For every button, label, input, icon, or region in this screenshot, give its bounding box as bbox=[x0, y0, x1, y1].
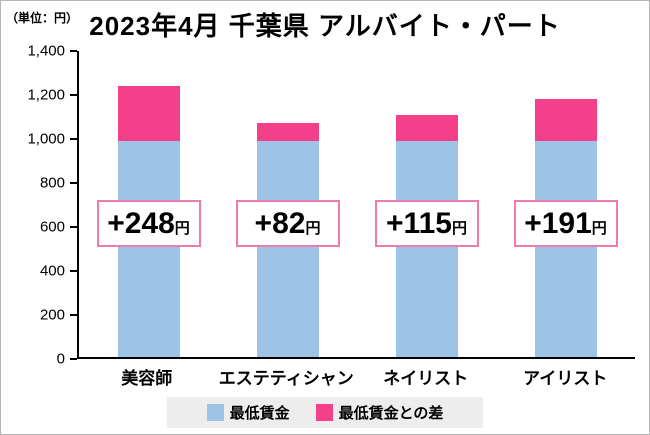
y-tick-mark bbox=[70, 94, 77, 96]
bar-segment-difference bbox=[395, 115, 458, 141]
y-tick-mark bbox=[70, 270, 77, 272]
bar-segment-minimum-wage bbox=[117, 140, 180, 357]
difference-value: +191 bbox=[524, 207, 592, 240]
y-tick-mark bbox=[70, 50, 77, 52]
y-tick-mark bbox=[70, 138, 77, 140]
y-tick-label: 1,000 bbox=[27, 130, 65, 148]
legend-swatch bbox=[315, 404, 333, 421]
legend: 最低賃金 最低賃金との差 bbox=[1, 397, 649, 428]
difference-unit: 円 bbox=[305, 220, 321, 237]
difference-label-box: +82円 bbox=[235, 200, 340, 247]
legend-swatch bbox=[206, 404, 224, 421]
y-tick-label: 600 bbox=[39, 218, 65, 236]
difference-value: +248 bbox=[107, 207, 175, 240]
bar-segment-difference bbox=[117, 85, 180, 141]
difference-value: +115 bbox=[386, 207, 452, 240]
x-axis-labels: 美容師 エステティシャン ネイリスト アイリスト bbox=[77, 364, 635, 389]
bar-segment-minimum-wage bbox=[395, 140, 458, 357]
stacked-bar bbox=[117, 85, 180, 357]
y-tick-label: 400 bbox=[39, 262, 65, 280]
y-tick-label: 1,400 bbox=[27, 42, 65, 60]
bar-segment-difference bbox=[534, 98, 597, 141]
difference-label-box: +191円 bbox=[513, 200, 618, 247]
y-tick-mark bbox=[70, 358, 77, 360]
legend-label: 最低賃金 bbox=[229, 405, 290, 422]
y-tick-label: 1,200 bbox=[27, 86, 65, 104]
unit-label: （単位：円） bbox=[6, 11, 79, 25]
category-label: エステティシャン bbox=[218, 369, 354, 388]
bar-segment-minimum-wage bbox=[256, 140, 319, 357]
y-axis: 0 200 400 600 800 1,000 1,200 1,400 bbox=[1, 44, 77, 367]
bar-segment-difference bbox=[256, 122, 319, 141]
y-tick-label: 200 bbox=[39, 306, 65, 324]
y-tick-mark bbox=[70, 314, 77, 316]
legend-item: 最低賃金との差 bbox=[315, 402, 444, 423]
category-label: アイリスト bbox=[523, 369, 608, 388]
legend-strip: 最低賃金 最低賃金との差 bbox=[166, 397, 484, 428]
category-label: ネイリスト bbox=[383, 369, 469, 388]
stacked-bar bbox=[395, 115, 458, 357]
y-tick-label: 0 bbox=[56, 350, 65, 368]
bar-column: +191円 bbox=[496, 51, 635, 357]
bar-column: +115円 bbox=[357, 51, 496, 357]
bar-segment-minimum-wage bbox=[534, 140, 597, 357]
difference-unit: 円 bbox=[591, 220, 607, 237]
difference-value: +82 bbox=[254, 207, 306, 240]
bar-column: +248円 bbox=[79, 51, 218, 357]
chart-title: 2023年4月 千葉県 アルバイト・パート bbox=[89, 11, 561, 41]
legend-label: 最低賃金との差 bbox=[338, 405, 444, 422]
stacked-bar bbox=[256, 122, 319, 357]
bar-column: +82円 bbox=[218, 51, 357, 357]
legend-item: 最低賃金 bbox=[206, 402, 290, 423]
plot-area: +248円 +82円 +115円 +191円 bbox=[77, 51, 635, 359]
difference-unit: 円 bbox=[451, 220, 467, 237]
difference-label-box: +115円 bbox=[374, 200, 479, 247]
category-label: 美容師 bbox=[121, 369, 173, 388]
y-tick-mark bbox=[70, 182, 77, 184]
y-tick-mark bbox=[70, 226, 77, 228]
y-tick-label: 800 bbox=[39, 174, 65, 192]
difference-unit: 円 bbox=[174, 220, 190, 237]
stacked-bar bbox=[534, 98, 597, 357]
difference-label-box: +248円 bbox=[96, 200, 201, 247]
